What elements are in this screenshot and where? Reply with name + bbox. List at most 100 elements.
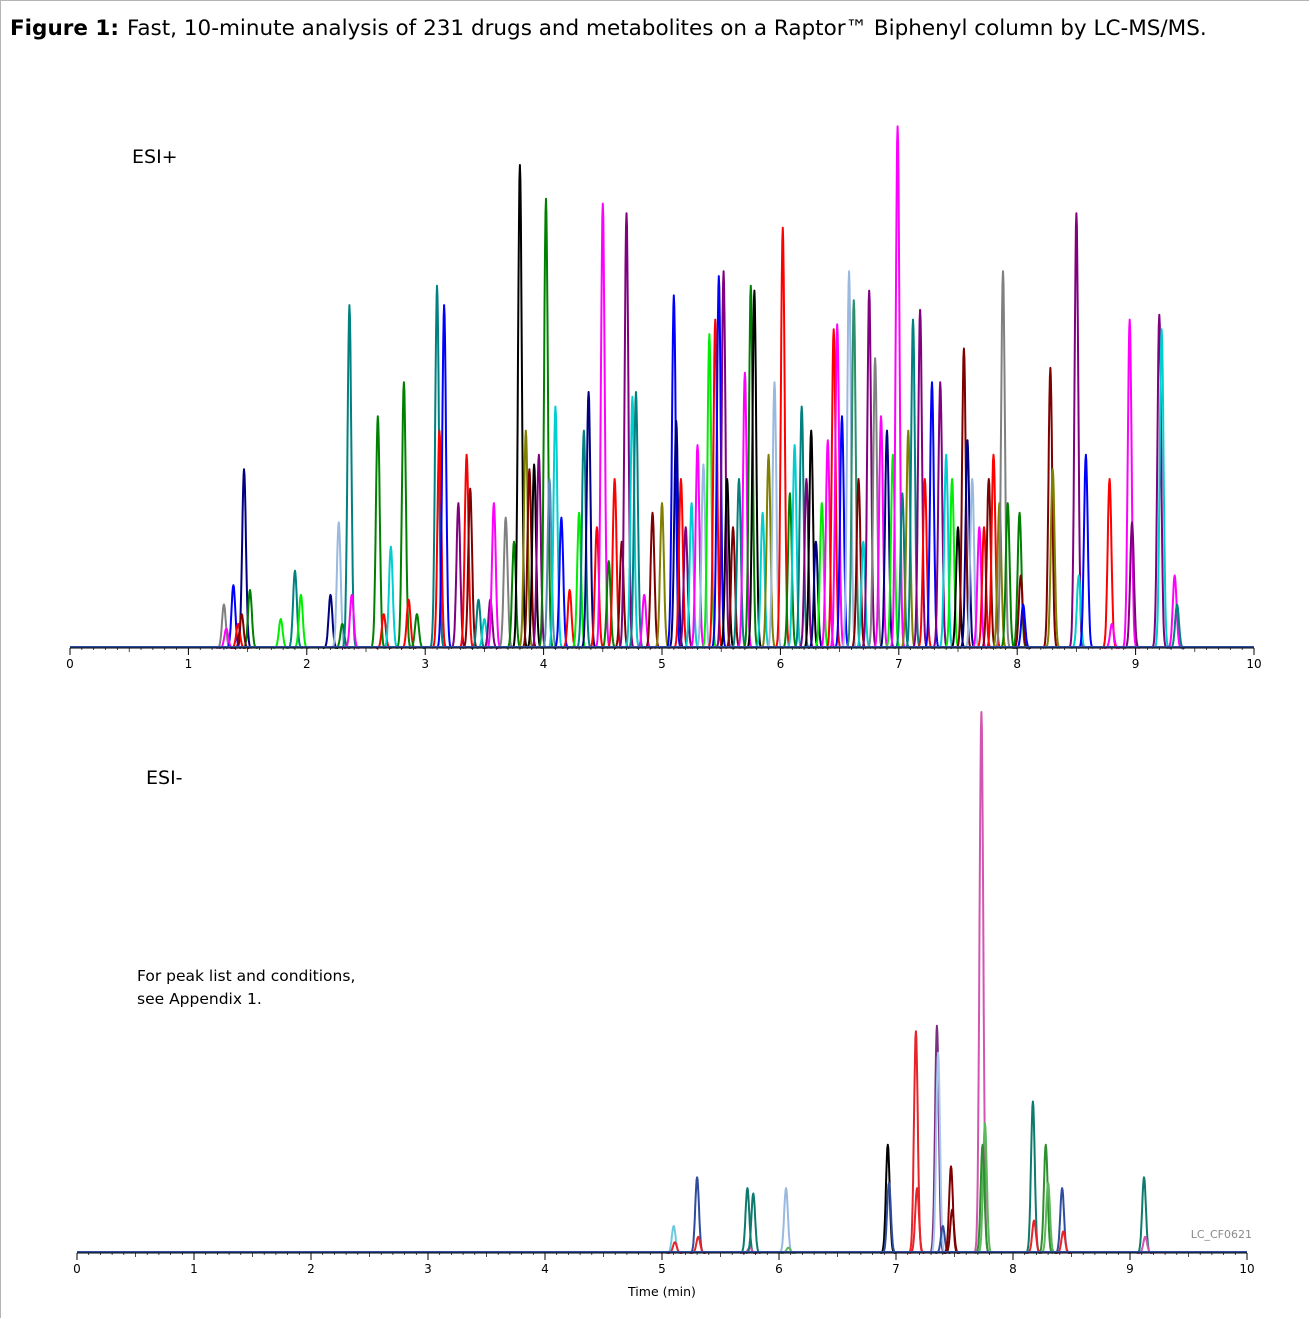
peak-1-11: [907, 1030, 924, 1254]
peak-0-25: [458, 453, 475, 649]
peak-1-19: [976, 1122, 993, 1254]
peak-0-23: [436, 304, 453, 649]
x-tick-label-0-5: 5: [658, 657, 666, 671]
peak-0-98: [889, 125, 906, 649]
peak-0-103: [916, 478, 933, 649]
x-tick-label-1-2: 2: [307, 1262, 315, 1276]
esi-plus-ticks: 0 1 2 3 4 5 6 7 8 9 10: [66, 648, 1262, 671]
x-tick-label-1-3: 3: [424, 1262, 432, 1276]
peak-0-18: [395, 381, 412, 649]
peak-0-8: [286, 569, 304, 649]
peak-0-61: [683, 502, 700, 649]
peak-0-76: [766, 381, 783, 649]
esi-minus-label: ESI-: [146, 767, 183, 789]
peak-0-87: [829, 323, 846, 649]
x-tick-label-1-7: 7: [892, 1262, 900, 1276]
peak-0-39: [541, 478, 558, 649]
peak-0-122: [1042, 366, 1059, 649]
x-tick-label-0-2: 2: [303, 657, 311, 671]
x-tick-label-1-10: 10: [1239, 1262, 1254, 1276]
peak-0-21: [428, 284, 446, 649]
peak-0-78: [781, 492, 798, 649]
peak-0-124: [1068, 212, 1085, 649]
x-tick-label-0-10: 10: [1246, 657, 1261, 671]
peak-0-94: [867, 357, 884, 649]
peak-0-88: [833, 415, 851, 649]
peak-0-17: [382, 545, 399, 649]
peak-0-73: [746, 289, 763, 649]
peak-0-62: [689, 444, 706, 649]
figure-code: LC_CF0621: [1191, 1228, 1252, 1241]
x-tick-label-0-1: 1: [185, 657, 193, 671]
peak-0-56: [653, 502, 671, 649]
esi-minus-ticks: 0 1 2 3 4 5 6 7 8 9 10: [73, 1253, 1255, 1276]
peak-0-110: [959, 439, 976, 649]
peak-0-49: [606, 478, 623, 649]
x-tick-label-0-8: 8: [1013, 657, 1021, 671]
x-tick-label-1-8: 8: [1009, 1262, 1017, 1276]
peak-1-10: [881, 1181, 897, 1254]
peak-0-132: [1153, 328, 1170, 649]
peak-0-47: [594, 202, 611, 649]
esi-plus-traces: [70, 125, 1254, 649]
note-line-1: For peak list and conditions,: [137, 967, 355, 985]
peak-1-0: [665, 1225, 682, 1254]
peak-0-77: [774, 226, 791, 649]
peak-0-45: [580, 391, 597, 649]
peak-0-31: [497, 516, 514, 649]
peak-0-70: [730, 478, 748, 649]
peak-0-9: [292, 593, 309, 649]
peak-0-0: [235, 468, 253, 649]
peak-0-109: [955, 347, 972, 649]
peak-0-36: [526, 463, 543, 649]
peak-0-105: [932, 381, 949, 649]
peak-1-24: [1040, 1181, 1057, 1254]
peak-0-57: [665, 294, 682, 649]
peak-0-65: [707, 318, 724, 649]
caption-label: Figure 1:: [10, 16, 119, 41]
peak-1-23: [1037, 1143, 1054, 1254]
peak-0-106: [938, 453, 955, 649]
esi-plus-label: ESI+: [132, 146, 178, 168]
peak-0-120: [1012, 574, 1029, 649]
x-tick-label-1-5: 5: [658, 1262, 666, 1276]
peak-0-13: [341, 304, 358, 649]
peak-0-44: [575, 429, 592, 649]
peak-0-75: [760, 453, 777, 649]
esi-minus-x-axis-label: Time (min): [627, 1284, 696, 1299]
peak-0-130: [1123, 521, 1141, 649]
x-tick-label-1-0: 0: [73, 1262, 81, 1276]
peak-0-32: [505, 540, 523, 649]
peak-0-126: [1077, 453, 1094, 649]
peak-0-129: [1121, 318, 1138, 649]
peak-0-40: [547, 405, 564, 649]
peak-0-30: [485, 502, 502, 649]
peak-0-83: [807, 540, 824, 649]
peak-0-93: [861, 289, 878, 649]
peak-0-131: [1151, 313, 1168, 649]
peak-0-34: [517, 429, 534, 649]
peak-0-101: [904, 318, 922, 649]
peak-0-95: [872, 415, 890, 649]
peak-0-48: [600, 560, 617, 649]
peak-0-74: [754, 511, 771, 649]
esi-minus-traces: [77, 711, 1247, 1254]
peak-1-25: [1054, 1187, 1071, 1254]
peak-0-125: [1070, 574, 1087, 649]
peak-0-66: [710, 275, 727, 649]
peak-0-84: [813, 502, 830, 649]
peak-0-79: [786, 444, 803, 649]
peak-1-13: [928, 1024, 945, 1254]
caption-text: Fast, 10-minute analysis of 231 drugs an…: [126, 16, 1207, 41]
peak-0-86: [825, 328, 842, 649]
peak-0-22: [431, 429, 448, 649]
x-tick-label-0-9: 9: [1132, 657, 1140, 671]
peak-0-118: [999, 502, 1016, 649]
peak-0-123: [1044, 468, 1061, 649]
peak-0-63: [695, 463, 712, 649]
peak-1-14: [930, 1051, 947, 1254]
peak-0-46: [588, 526, 605, 649]
x-tick-label-1-1: 1: [190, 1262, 198, 1276]
peak-0-24: [450, 502, 467, 649]
